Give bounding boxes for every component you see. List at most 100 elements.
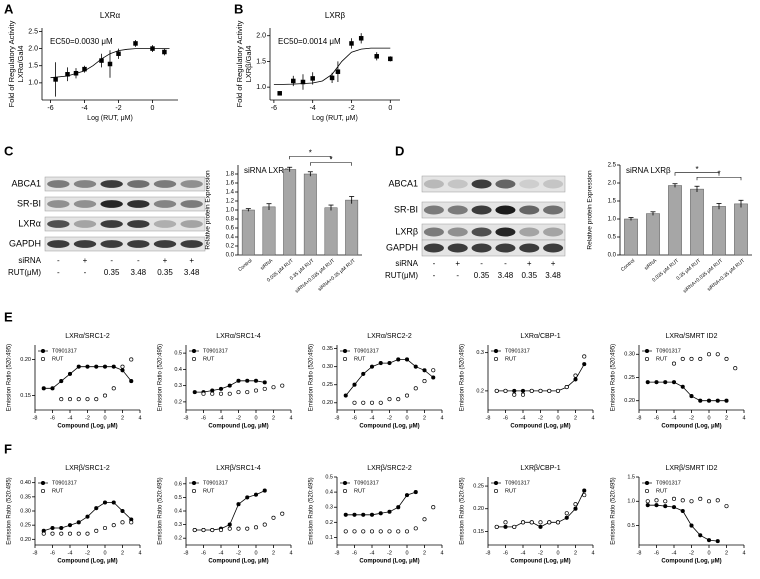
y-tick-label: 2.5: [608, 163, 617, 169]
data-point: [564, 515, 569, 520]
blot-band: [127, 240, 150, 248]
data-point: [277, 91, 282, 96]
data-point: [671, 380, 677, 385]
condition-value: -: [137, 256, 140, 265]
fit-line: [43, 366, 132, 389]
x-tick-label: 0: [103, 415, 106, 421]
data-point: [271, 385, 276, 390]
legend-label: T0901317: [203, 348, 228, 354]
data-point: [582, 488, 587, 493]
blot-strip: [421, 175, 566, 193]
x-tick-label: -6: [352, 415, 357, 421]
x-tick-label: 4: [591, 415, 594, 421]
data-point: [253, 388, 259, 393]
legend-label: RUT: [354, 488, 366, 494]
chart-title: LXRα/SRC2-2: [367, 333, 412, 340]
data-point: [262, 488, 267, 493]
chart-title: LXRα/SRC1-2: [65, 333, 110, 340]
bar: [262, 206, 276, 256]
x-tick-label: 4: [289, 415, 292, 421]
legend-label: RUT: [203, 356, 215, 362]
data-point: [582, 493, 587, 498]
x-tick-label: -2: [538, 550, 543, 556]
blot-band: [180, 200, 203, 208]
y-tick-label: 0.20: [473, 506, 484, 512]
y-tick-label: 1.0: [28, 80, 38, 87]
x-tick-label: -8: [486, 415, 491, 421]
data-point: [413, 364, 418, 369]
data-point: [564, 385, 569, 390]
blot-band: [471, 205, 492, 215]
y-tick-label: 0.15: [473, 529, 484, 535]
data-point: [724, 398, 729, 403]
condition-value: 0.35: [104, 268, 120, 277]
data-point: [201, 527, 206, 533]
y-tick-label: 0.20: [322, 400, 333, 406]
data-point: [698, 356, 703, 361]
bar: [345, 199, 359, 256]
data-point: [520, 520, 526, 525]
bar: [283, 169, 297, 256]
protein-label: LXRα: [18, 218, 41, 228]
data-point: [129, 357, 134, 362]
data-point: [494, 524, 499, 529]
y-axis-label: Emission Ratio (520:495): [309, 477, 315, 544]
data-point: [582, 354, 587, 359]
data-point: [227, 391, 232, 396]
blot-band: [423, 227, 444, 237]
x-tick-label: -8: [33, 550, 38, 556]
data-point: [387, 529, 392, 534]
data-point: [431, 505, 436, 510]
blot-band: [153, 200, 177, 208]
legend-marker: [191, 488, 197, 494]
data-point: [413, 526, 418, 531]
x-tick-label: 4: [742, 415, 745, 421]
y-tick-label: 0.2: [174, 536, 182, 542]
data-point: [396, 505, 401, 510]
data-point: [329, 75, 335, 81]
data-point: [520, 388, 526, 393]
y-axis-label: Relative protein Expression: [587, 170, 594, 250]
blot-strip: [44, 196, 206, 212]
x-axis-label: Compound (Log, μM): [510, 424, 570, 430]
y-tick-label: 0.3: [174, 522, 182, 528]
data-point: [41, 531, 46, 536]
x-tick-label: 2: [423, 550, 426, 556]
condition-label: RUT(μM): [385, 271, 418, 280]
fit-line: [50, 48, 170, 79]
legend-marker: [644, 488, 650, 494]
significance-mark: *: [309, 148, 312, 157]
y-axis-label: Fold of Regulatory Activity: [235, 20, 244, 107]
x-tick-label: -8: [637, 415, 642, 421]
condition-value: 3.48: [184, 268, 200, 277]
blot-band: [519, 205, 540, 215]
bar: [624, 218, 638, 256]
x-tick-label: -8: [486, 550, 491, 556]
data-point: [645, 503, 650, 508]
data-point: [245, 390, 250, 395]
annotation: EC50=0.0014 μM: [278, 37, 341, 46]
chart-title: LXRα/SMRT ID2: [665, 333, 717, 340]
y-tick-label: 0.2: [174, 399, 182, 405]
data-point: [343, 529, 348, 534]
y-tick-label: 0.3: [476, 350, 484, 356]
data-point: [547, 388, 552, 393]
chart-title: LXRβ/SMRT ID2: [665, 465, 717, 472]
data-point: [555, 520, 561, 525]
data-point: [41, 386, 46, 391]
data-point: [663, 504, 668, 509]
blot-band: [519, 227, 540, 237]
panel-label: A: [4, 1, 14, 16]
data-point: [404, 393, 410, 398]
protein-label: LXRβ: [395, 226, 418, 236]
x-tick-label: -6: [503, 415, 508, 421]
blot-band: [127, 180, 150, 188]
bar: [303, 173, 317, 256]
y-axis-label: Emission Ratio (520:495): [7, 477, 13, 544]
data-point: [50, 531, 55, 536]
data-point: [192, 527, 197, 533]
data-point: [253, 492, 259, 497]
chart-title: LXRβ/SRC2-2: [367, 465, 412, 472]
y-tick-label: 0.20: [624, 398, 635, 404]
legend-marker: [493, 356, 499, 362]
